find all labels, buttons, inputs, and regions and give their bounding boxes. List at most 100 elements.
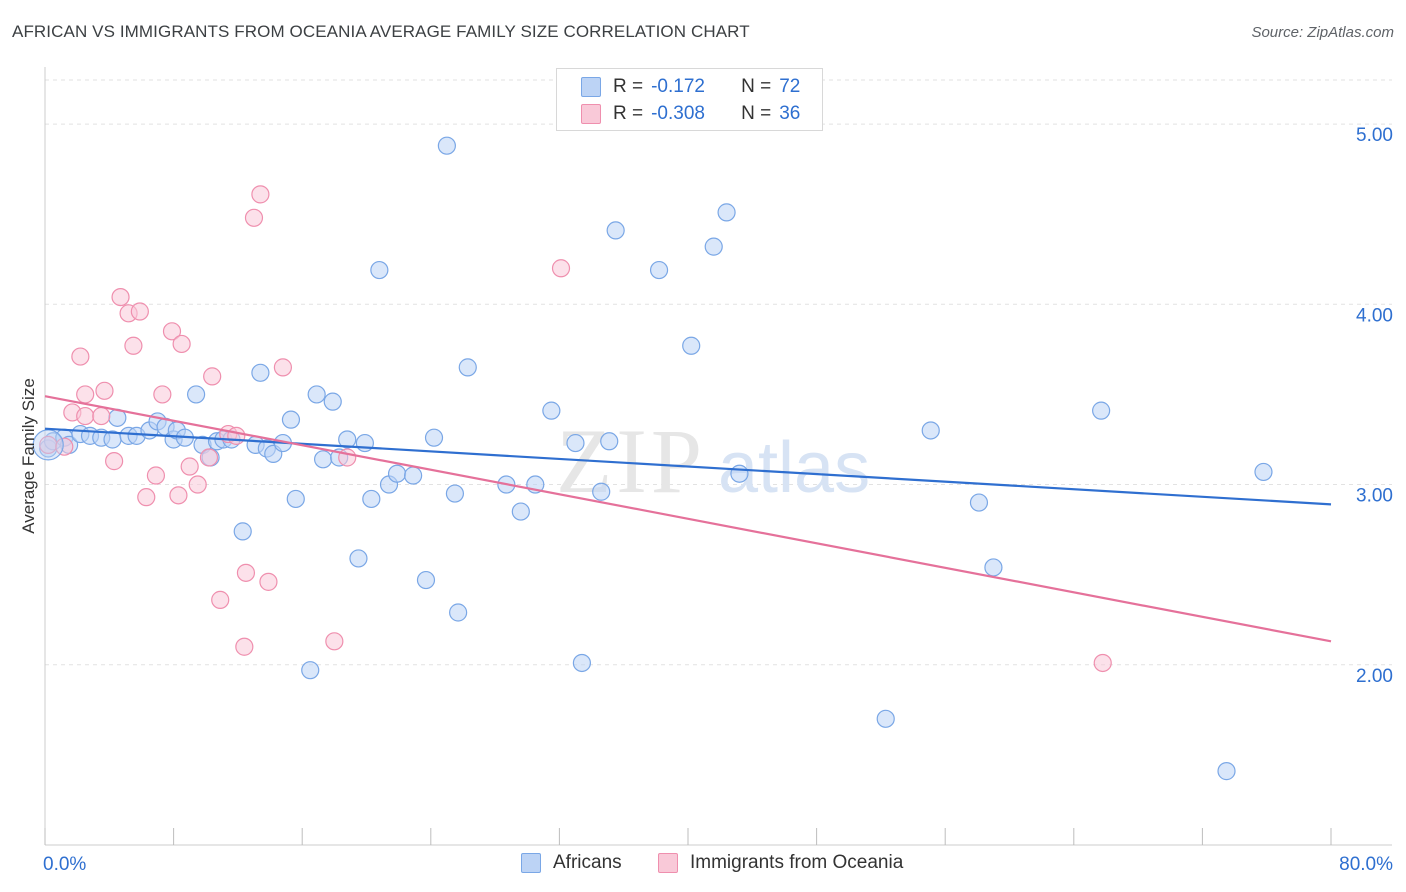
point-africans — [921, 421, 940, 440]
point-africans — [449, 603, 468, 622]
point-africans — [592, 482, 611, 501]
point-oceania — [338, 448, 357, 467]
point-oceania — [92, 406, 111, 426]
point-oceania — [180, 457, 199, 476]
legend-item-africans[interactable]: Africans — [521, 852, 622, 874]
point-oceania — [71, 347, 90, 366]
legend-n-label: N = — [741, 76, 772, 97]
point-africans — [458, 358, 477, 377]
point-oceania — [325, 632, 344, 651]
point-oceania — [111, 287, 130, 307]
y-tick-label: 2.00 — [1356, 666, 1393, 687]
legend-row-oceania: R = -0.308 N = 36 — [581, 102, 800, 126]
legend-swatch-africans — [581, 77, 601, 97]
point-africans — [682, 336, 701, 355]
point-africans — [730, 464, 749, 483]
point-africans — [1254, 462, 1273, 482]
point-oceania — [188, 475, 207, 494]
point-africans — [649, 260, 669, 280]
point-oceania — [162, 322, 182, 341]
point-africans — [445, 484, 465, 503]
point-africans — [437, 136, 456, 155]
legend-swatch-africans — [521, 853, 541, 873]
correlation-legend: R = -0.172 N = 72 R = -0.308 N = 36 — [556, 68, 823, 131]
point-oceania — [227, 426, 246, 445]
legend-swatch-oceania — [658, 853, 678, 873]
point-oceania — [172, 334, 191, 354]
legend-r-label: R = — [613, 103, 644, 124]
legend-n-value: 72 — [779, 76, 801, 97]
point-africans — [416, 570, 436, 590]
chart-title: AFRICAN VS IMMIGRANTS FROM OCEANIA AVERA… — [12, 22, 750, 41]
point-oceania — [105, 452, 124, 471]
legend-swatch-oceania — [581, 104, 601, 124]
point-oceania — [124, 336, 143, 355]
point-africans — [572, 653, 592, 673]
point-oceania — [236, 563, 256, 582]
point-africans — [600, 432, 619, 451]
y-tick-label: 4.00 — [1356, 305, 1393, 326]
point-africans — [387, 464, 407, 483]
point-africans — [281, 410, 301, 429]
point-africans — [349, 549, 368, 568]
point-africans — [323, 392, 342, 411]
point-africans — [1092, 401, 1111, 420]
point-oceania — [211, 590, 230, 609]
point-africans — [362, 489, 381, 509]
trend-lines — [44, 395, 1332, 643]
legend-n-label: N = — [741, 103, 772, 124]
point-africans — [876, 709, 895, 728]
point-africans — [424, 428, 444, 447]
point-oceania — [146, 466, 166, 485]
point-africans — [370, 260, 389, 280]
point-africans — [1217, 762, 1236, 781]
y-tick-label: 5.00 — [1356, 125, 1393, 146]
point-oceania — [203, 367, 222, 386]
point-oceania — [199, 448, 219, 467]
point-africans — [301, 661, 320, 680]
point-africans — [717, 203, 736, 222]
point-africans — [338, 430, 357, 449]
point-africans — [307, 385, 326, 404]
tick-labels: 2.00 3.00 4.00 5.00 0.0% 80.0% — [43, 125, 1393, 875]
point-oceania — [137, 488, 156, 507]
point-africans — [355, 433, 374, 453]
point-africans — [404, 466, 423, 485]
point-africans — [511, 502, 530, 521]
legend-label-africans: Africans — [553, 852, 622, 873]
point-oceania — [244, 208, 264, 227]
trend-line-africans — [44, 427, 1332, 506]
y-tick-label: 3.00 — [1356, 486, 1393, 507]
trend-line-oceania — [44, 395, 1332, 643]
point-africans — [606, 221, 625, 240]
point-oceania — [1093, 653, 1112, 673]
legend-r-label: R = — [613, 76, 644, 97]
point-africans — [984, 558, 1003, 577]
point-oceania — [76, 385, 95, 404]
point-oceania — [95, 381, 114, 400]
point-africans — [704, 237, 723, 256]
legend-r-value: -0.308 — [651, 103, 705, 124]
legend-n-value: 36 — [779, 103, 801, 124]
point-oceania — [273, 358, 293, 377]
legend-item-oceania[interactable]: Immigrants from Oceania — [658, 852, 903, 874]
x-tick-label: 0.0% — [43, 854, 86, 875]
point-africans — [286, 489, 305, 509]
point-oceania — [169, 486, 188, 505]
point-africans — [251, 363, 270, 382]
point-oceania — [235, 637, 254, 656]
point-oceania — [153, 385, 172, 404]
point-africans — [313, 450, 333, 469]
legend-r-value: -0.172 — [651, 76, 705, 97]
legend-label-oceania: Immigrants from Oceania — [690, 852, 904, 873]
point-africans — [566, 433, 585, 453]
x-tick-label: 80.0% — [1339, 854, 1393, 875]
source-label: Source: ZipAtlas.com — [1251, 24, 1394, 41]
point-africans — [187, 385, 206, 404]
point-oceania — [55, 437, 74, 456]
point-oceania — [76, 406, 95, 426]
point-africans — [233, 522, 252, 541]
point-oceania — [130, 302, 149, 321]
point-oceania — [251, 185, 270, 204]
y-axis-label: Average Family Size — [19, 378, 38, 534]
